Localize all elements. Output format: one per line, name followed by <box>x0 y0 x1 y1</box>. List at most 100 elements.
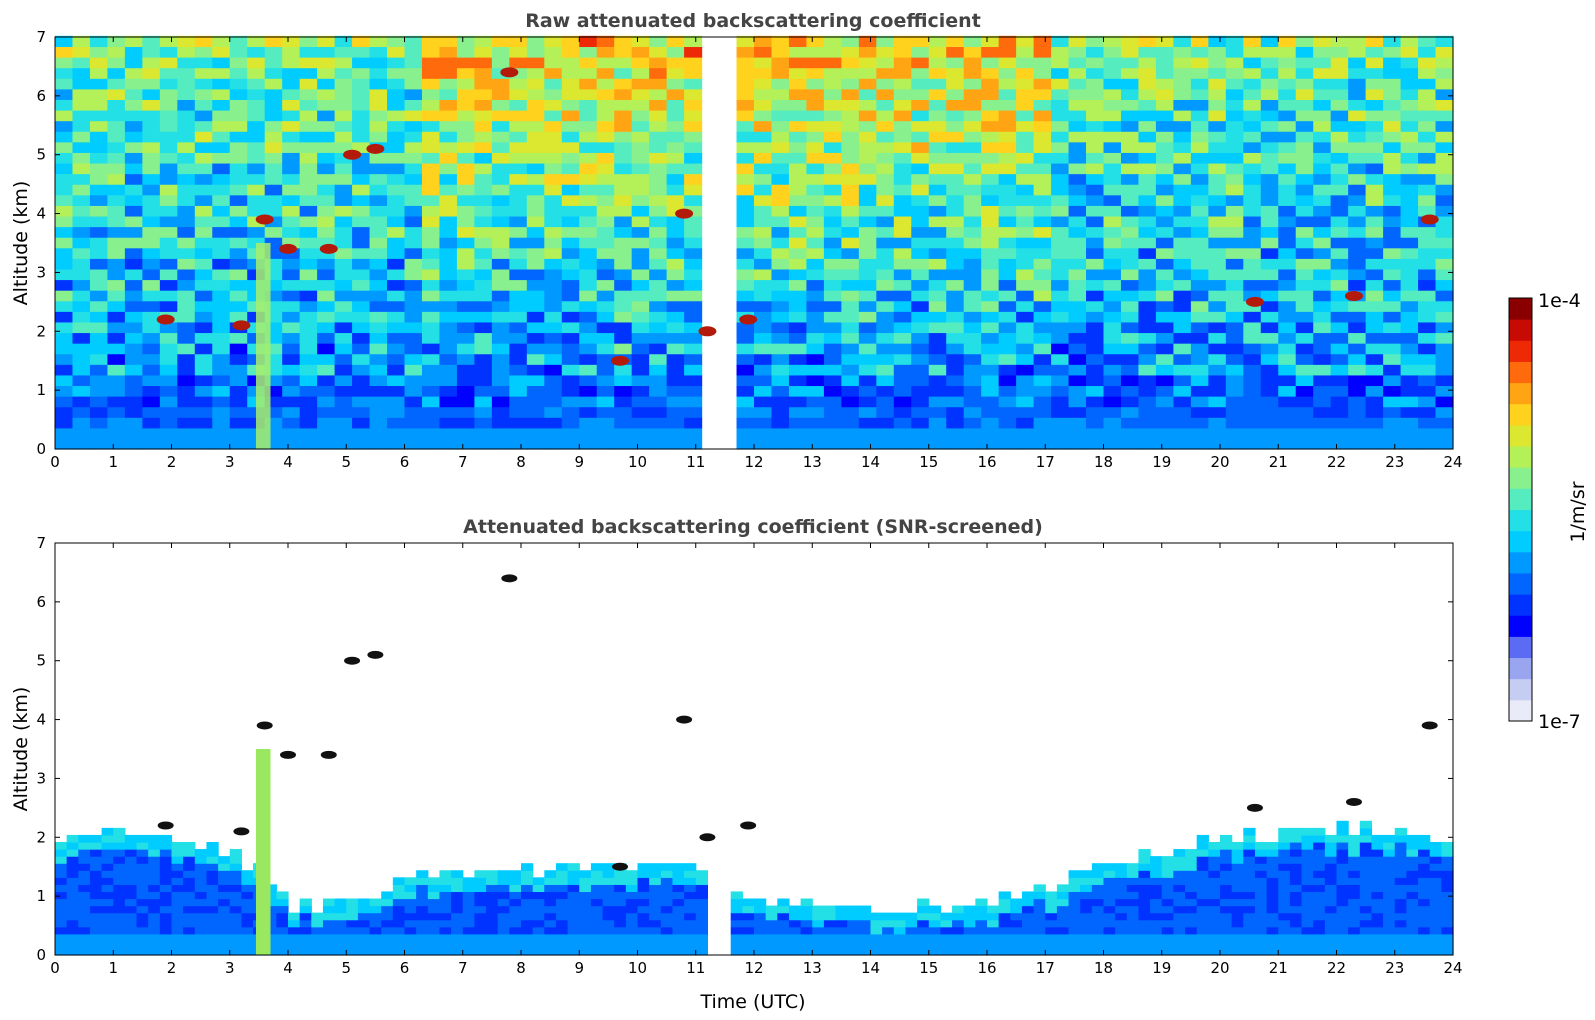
raw-backscatter-cell <box>352 205 371 217</box>
screened-backscatter-cell <box>66 933 79 942</box>
y-tick-label: 2 <box>36 828 46 846</box>
screened-backscatter-cell <box>1045 919 1058 928</box>
screened-backscatter-cell <box>474 947 487 956</box>
screened-backscatter-cell <box>1033 940 1046 949</box>
raw-backscatter-cell <box>299 35 318 48</box>
raw-backscatter-cell <box>579 247 598 259</box>
raw-backscatter-cell <box>72 67 91 79</box>
raw-backscatter-cell <box>666 35 685 48</box>
raw-backscatter-cell <box>1348 99 1367 111</box>
raw-backscatter-cell <box>55 247 74 259</box>
raw-backscatter-cell <box>212 35 231 48</box>
raw-backscatter-cell <box>1365 131 1384 143</box>
raw-backscatter-cell <box>1155 99 1174 111</box>
raw-backscatter-cell <box>754 385 773 397</box>
raw-backscatter-cell <box>159 385 178 397</box>
raw-backscatter-cell <box>1051 78 1070 90</box>
raw-backscatter-cell <box>754 427 773 440</box>
raw-backscatter-cell <box>264 247 283 259</box>
raw-backscatter-cell <box>1295 57 1314 69</box>
raw-backscatter-cell <box>387 332 406 344</box>
raw-backscatter-cell <box>1260 131 1279 143</box>
raw-backscatter-cell <box>666 194 685 206</box>
raw-backscatter-cell <box>876 131 895 143</box>
raw-backscatter-cell <box>1120 311 1140 323</box>
raw-backscatter-cell <box>474 311 493 323</box>
screened-backscatter-cell <box>1313 891 1326 900</box>
raw-backscatter-cell <box>544 173 563 185</box>
screened-backscatter-cell <box>800 933 813 942</box>
raw-backscatter-cell <box>526 427 545 440</box>
raw-backscatter-cell <box>858 131 877 143</box>
raw-backscatter-cell <box>1155 215 1174 228</box>
raw-backscatter-cell <box>247 141 266 153</box>
raw-backscatter-cell <box>1435 258 1454 270</box>
raw-backscatter-cell <box>1208 321 1227 334</box>
screened-backscatter-cell <box>311 912 324 921</box>
screened-backscatter-cell <box>1126 905 1140 914</box>
screened-backscatter-cell <box>311 926 324 935</box>
raw-backscatter-cell <box>334 311 353 323</box>
raw-backscatter-cell <box>124 99 143 111</box>
screened-backscatter-cell <box>1301 863 1314 871</box>
raw-backscatter-cell <box>544 343 563 355</box>
raw-backscatter-cell <box>596 396 615 408</box>
raw-backscatter-cell <box>509 173 528 185</box>
screened-backscatter-cell <box>1231 919 1244 928</box>
raw-backscatter-cell <box>754 99 773 111</box>
raw-backscatter-cell <box>1400 406 1419 418</box>
raw-backscatter-cell <box>159 247 178 259</box>
raw-backscatter-cell <box>491 99 510 111</box>
screened-backscatter-cell <box>1208 912 1221 921</box>
screened-backscatter-cell <box>136 856 149 864</box>
raw-backscatter-cell <box>282 57 301 69</box>
raw-backscatter-cell <box>893 152 912 164</box>
screened-backscatter-cell <box>416 947 429 956</box>
raw-backscatter-cell <box>1400 258 1419 270</box>
raw-backscatter-cell <box>614 99 633 111</box>
screened-backscatter-cell <box>1278 841 1291 850</box>
raw-backscatter-cell <box>1190 417 1209 429</box>
screened-backscatter-cell <box>870 947 883 956</box>
screened-backscatter-cell <box>1301 884 1314 893</box>
raw-backscatter-cell <box>72 427 91 440</box>
raw-backscatter-cell <box>858 141 877 153</box>
screened-backscatter-cell <box>1278 919 1291 928</box>
screened-backscatter-cell <box>1289 933 1303 942</box>
raw-backscatter-cell <box>1313 226 1332 238</box>
raw-backscatter-cell <box>124 427 143 440</box>
screened-backscatter-cell <box>369 947 382 956</box>
screened-backscatter-cell <box>532 884 545 893</box>
raw-backscatter-cell <box>1418 438 1437 450</box>
screened-backscatter-cell <box>1091 947 1105 956</box>
raw-backscatter-cell <box>509 258 528 270</box>
raw-backscatter-cell <box>159 406 178 418</box>
x-tick-label: 6 <box>400 959 410 977</box>
raw-backscatter-cell <box>561 332 580 344</box>
raw-backscatter-cell <box>1051 46 1070 58</box>
raw-backscatter-cell <box>893 385 912 397</box>
raw-backscatter-cell <box>1033 353 1052 365</box>
raw-backscatter-cell <box>1435 35 1454 48</box>
screened-backscatter-cell <box>1231 905 1244 914</box>
raw-backscatter-cell <box>456 35 475 48</box>
raw-backscatter-cell <box>1278 247 1297 259</box>
raw-backscatter-cell <box>771 131 790 143</box>
raw-backscatter-cell <box>684 396 703 408</box>
raw-backscatter-cell <box>55 67 74 79</box>
raw-backscatter-heatmap <box>55 35 1454 450</box>
screened-backscatter-cell <box>229 912 242 921</box>
raw-backscatter-cell <box>911 290 930 302</box>
raw-backscatter-cell <box>928 78 947 90</box>
raw-backscatter-cell <box>579 374 598 387</box>
screened-backscatter-cell <box>1080 947 1093 956</box>
screened-backscatter-cell <box>893 919 907 928</box>
screened-backscatter-cell <box>532 933 545 942</box>
raw-backscatter-cell <box>754 364 773 376</box>
raw-backscatter-cell <box>1103 268 1122 281</box>
raw-backscatter-cell <box>1313 152 1332 164</box>
raw-backscatter-cell <box>1225 438 1244 450</box>
raw-backscatter-cell <box>771 141 790 153</box>
raw-backscatter-cell <box>439 258 458 270</box>
raw-backscatter-cell <box>369 258 388 270</box>
